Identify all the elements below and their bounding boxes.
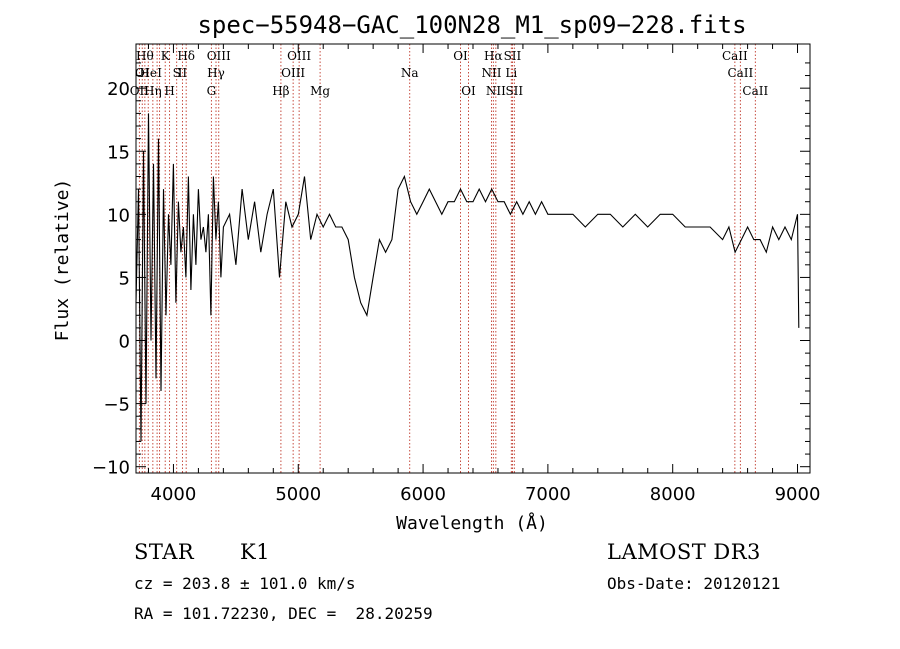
y-axis-ticks: −10 −5 0 5 10 15 20 [92, 62, 810, 479]
survey-name: LAMOST DR3 [607, 540, 761, 564]
y-axis-label: Flux (relative) [52, 179, 73, 342]
spectral-line-label-15: Hβ [272, 84, 289, 98]
spectral-line-label-23: Hα [484, 49, 503, 63]
spectral-line-label-9: S [173, 66, 181, 80]
y-tick-label-0: −10 [92, 458, 130, 479]
spectral-line-label-27: SII [505, 84, 523, 98]
spectral-line-label-22: NII [481, 66, 501, 80]
spectrum-chart: spec−55948−GAC_100N28_M1_sp09−228.fits O… [52, 11, 821, 534]
spectral-line-label-29: CaII [727, 66, 753, 80]
spectral-line-label-7: K [161, 49, 171, 63]
spectral-line-label-11: Hδ [177, 49, 195, 63]
y-tick-label-2: 0 [119, 332, 130, 353]
spectral-line-label-10: II [178, 66, 188, 80]
redshift-velocity: cz = 203.8 ± 101.0 km/s [134, 574, 356, 593]
spectral-line-label-19: Na [401, 66, 419, 80]
spectral-line-label-3: He [139, 66, 157, 80]
spectral-line-label-13: Hγ [207, 66, 225, 80]
y-tick-label-1: −5 [103, 395, 130, 416]
x-tick-label-3: 7000 [525, 484, 571, 505]
coordinates: RA = 101.72230, DEC = 28.20259 [134, 604, 433, 623]
spectral-line-label-17: OIII [287, 49, 311, 63]
spectral-line-label-2: Hθ [136, 49, 154, 63]
spectral-line-label-20: OI [453, 49, 468, 63]
flux-series-line [135, 113, 800, 442]
spectral-line-label-18: Mg [310, 84, 330, 98]
x-tick-label-5: 9000 [775, 484, 821, 505]
spectral-line-label-0: OII [130, 84, 150, 98]
x-tick-label-0: 4000 [151, 484, 197, 505]
spectral-line-label-25: Li [505, 66, 517, 80]
spectral-line-label-14: OIII [207, 49, 231, 63]
spectral-line-label-28: CaII [722, 49, 748, 63]
object-subclass: K1 [240, 540, 271, 564]
spectral-line-label-26: SII [504, 49, 522, 63]
x-axis-ticks: 4000 5000 6000 7000 8000 9000 [147, 44, 821, 505]
x-tick-label-1: 5000 [275, 484, 321, 505]
spectral-line-markers [138, 44, 756, 473]
spectral-line-label-4: Hη [144, 84, 162, 98]
spectral-line-labels: OIIOIHθHeHηIKHSIIHδGHγOIIIHβOIIIOIIIMgNa… [130, 49, 769, 98]
x-axis-label: Wavelength (Å) [396, 512, 548, 534]
y-tick-label-6: 20 [107, 79, 130, 100]
x-tick-label-2: 6000 [400, 484, 446, 505]
observation-date: Obs-Date: 20120121 [607, 574, 781, 593]
spectral-line-label-16: OIII [281, 66, 305, 80]
spectral-line-label-30: CaII [742, 84, 768, 98]
x-tick-label-4: 8000 [650, 484, 696, 505]
y-tick-label-4: 10 [107, 205, 130, 226]
plot-frame [135, 43, 811, 474]
chart-title: spec−55948−GAC_100N28_M1_sp09−228.fits [197, 11, 746, 39]
spectral-line-label-24: NII [486, 84, 506, 98]
spectral-line-label-6: I [157, 66, 162, 80]
spectral-line-label-1: OI [135, 66, 150, 80]
object-class: STAR [134, 540, 195, 564]
y-tick-label-5: 15 [107, 142, 130, 163]
y-tick-label-3: 5 [119, 268, 130, 289]
spectral-line-label-8: H [164, 84, 174, 98]
spectral-line-label-12: G [207, 84, 217, 98]
spectral-line-label-21: OI [461, 84, 476, 98]
